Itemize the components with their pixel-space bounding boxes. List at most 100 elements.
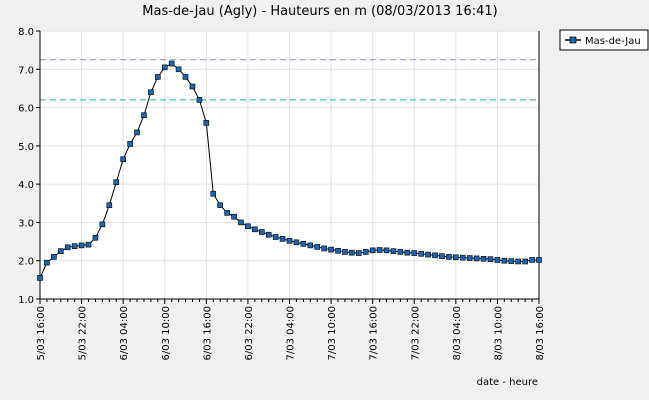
data-point	[446, 254, 452, 260]
data-point	[44, 259, 50, 266]
data-point	[362, 249, 369, 255]
data-point	[508, 258, 515, 264]
data-point	[425, 251, 431, 258]
legend: Mas-de-Jau	[559, 29, 649, 51]
data-point	[501, 257, 508, 264]
data-point	[245, 223, 251, 230]
y-tick-labels: 1.0 2.0 3.0 4.0 5.0 6.0 7.0 8.0	[18, 27, 34, 306]
chart-title: Mas-de-Jau (Agly) - Hauteurs en m (08/03…	[142, 4, 497, 19]
y-tick-label: 4.0	[18, 180, 34, 191]
data-point	[161, 64, 168, 71]
data-point	[265, 231, 272, 238]
data-point	[127, 141, 133, 147]
x-tick-label: 5/03 16:00	[36, 306, 47, 360]
x-tick-label: 8/03 16:00	[535, 306, 546, 360]
data-point	[536, 257, 542, 263]
data-point	[404, 249, 411, 256]
data-point	[369, 247, 376, 254]
x-tick-label: 8/03 10:00	[493, 306, 504, 360]
x-tick-label: 6/03 22:00	[244, 306, 255, 360]
x-tick-label: 6/03 10:00	[161, 306, 172, 360]
data-point	[480, 255, 487, 262]
data-point	[494, 257, 501, 263]
series-layer	[37, 60, 542, 281]
x-tick-label: 7/03 16:00	[369, 306, 380, 360]
data-point	[286, 238, 293, 244]
data-point	[515, 258, 522, 265]
y-tick-label: 6.0	[18, 104, 34, 115]
data-point	[99, 221, 106, 228]
data-point	[459, 254, 466, 261]
data-point	[134, 129, 140, 136]
y-tick-label: 3.0	[18, 218, 34, 229]
data-point	[37, 275, 43, 281]
data-point	[390, 248, 397, 254]
data-point	[279, 236, 286, 242]
data-point	[356, 250, 362, 256]
data-point	[487, 256, 494, 262]
x-tick-label: 5/03 22:00	[78, 306, 89, 360]
data-point	[522, 258, 528, 265]
data-point	[328, 246, 334, 253]
data-point	[397, 249, 404, 255]
legend-box	[559, 29, 649, 51]
y-tick-label: 2.0	[18, 257, 34, 268]
data-point	[175, 66, 182, 73]
data-point	[189, 83, 196, 90]
x-tick-label: 7/03 10:00	[327, 306, 338, 360]
data-point	[51, 254, 57, 260]
data-point	[300, 241, 307, 247]
data-point	[196, 97, 203, 103]
data-point	[349, 249, 355, 256]
data-point	[203, 120, 210, 126]
axes	[36, 30, 540, 304]
x-tick-label: 7/03 22:00	[410, 306, 421, 360]
data-point	[453, 254, 459, 261]
data-point	[141, 112, 147, 119]
y-tick-label: 7.0	[18, 65, 34, 76]
data-point	[342, 249, 348, 255]
data-point	[64, 244, 71, 251]
y-tick-label: 1.0	[18, 295, 34, 306]
data-point	[113, 179, 120, 186]
x-tick-label: 7/03 04:00	[286, 306, 297, 360]
y-tick-label: 8.0	[18, 27, 34, 38]
data-point	[120, 156, 126, 163]
data-point	[57, 248, 64, 254]
data-point	[71, 243, 78, 249]
data-point	[168, 60, 175, 67]
x-tick-label: 6/03 04:00	[119, 306, 130, 360]
data-point	[293, 239, 300, 246]
x-tick-labels: 5/03 16:00 5/03 22:00 6/03 04:00 6/03 10:00…	[36, 306, 546, 360]
data-point	[529, 257, 535, 263]
data-point	[466, 255, 473, 261]
data-point	[272, 234, 279, 240]
x-tick-label: 8/03 04:00	[452, 306, 463, 360]
data-point	[210, 190, 217, 197]
data-point	[238, 219, 244, 226]
legend-label: Mas-de-Jau	[585, 36, 641, 47]
threshold-lines	[40, 59, 539, 101]
data-point	[432, 252, 438, 259]
data-point	[78, 242, 85, 249]
data-point	[231, 213, 237, 220]
data-point	[148, 89, 154, 96]
data-point	[106, 202, 113, 208]
data-point	[473, 255, 480, 262]
x-tick-label: 6/03 16:00	[202, 306, 213, 360]
data-point	[307, 242, 314, 249]
data-point	[85, 241, 92, 248]
data-point	[92, 234, 99, 241]
y-tick-label: 5.0	[18, 142, 34, 153]
data-point	[418, 251, 424, 257]
data-point	[376, 247, 383, 253]
legend-swatch-marker	[569, 36, 577, 44]
data-point	[182, 74, 189, 80]
data-point	[321, 245, 327, 252]
data-point	[383, 247, 390, 254]
data-point	[155, 74, 161, 80]
data-point	[252, 226, 258, 233]
data-point	[217, 202, 223, 208]
